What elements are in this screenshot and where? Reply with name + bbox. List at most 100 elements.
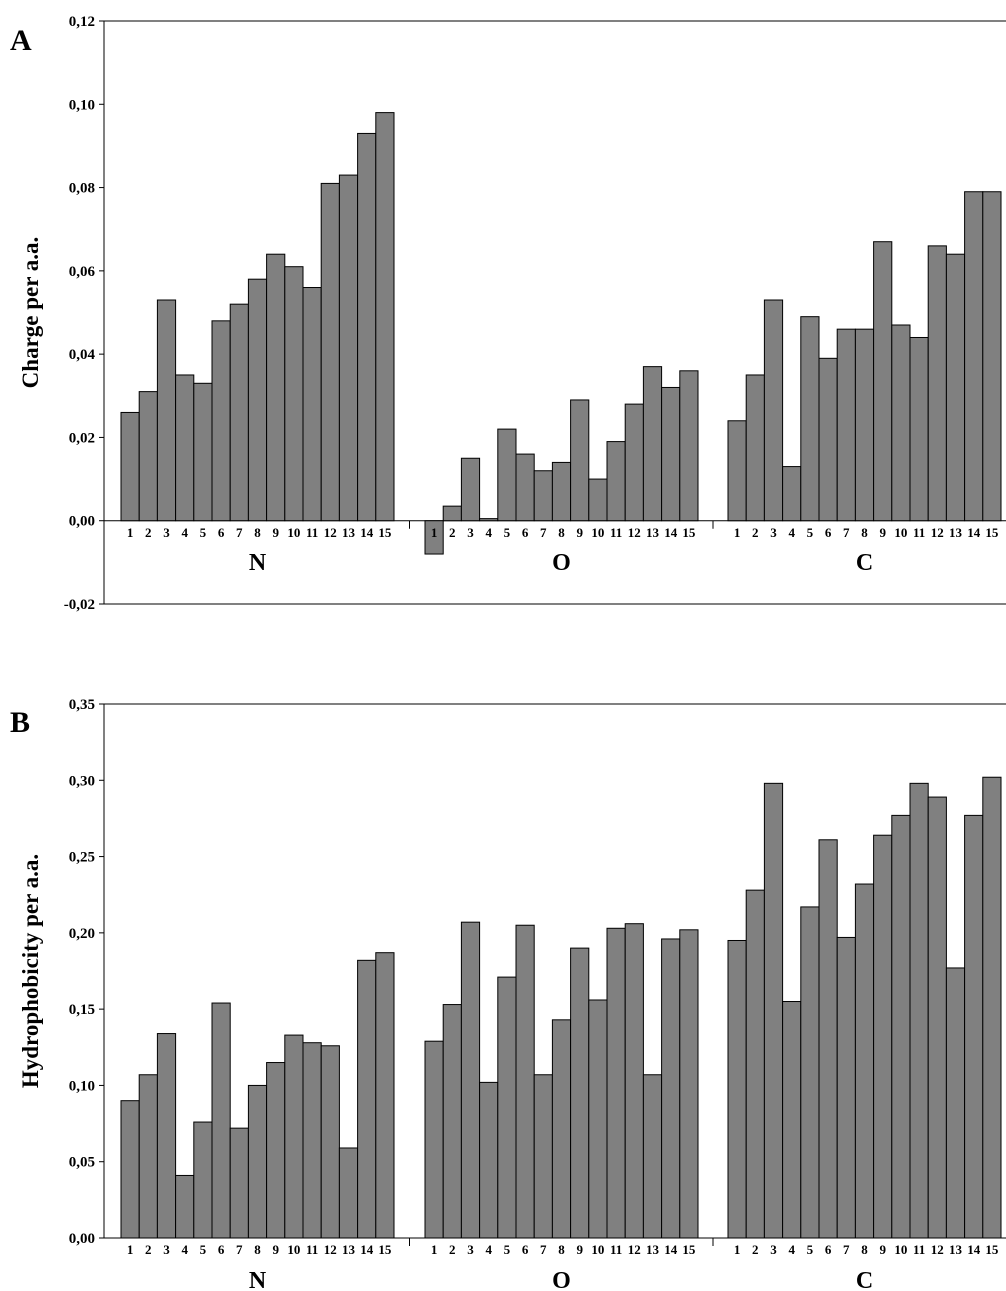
bar-O-9 [570,947,590,1239]
y-tick-label: 0,05 [69,1155,95,1171]
x-tick-label: 5 [807,525,814,540]
bar-O-13 [642,1074,663,1239]
bar-C-10 [891,814,911,1239]
x-tick-label: 14 [664,1242,678,1257]
x-tick-label: 1 [734,1242,741,1257]
x-tick-label: 15 [985,525,999,540]
x-tick-label: 10 [894,1242,907,1257]
x-tick-label: 6 [522,1242,529,1257]
bar-O-6 [515,453,535,522]
group-label-O: O [552,1268,571,1291]
bar-N-7 [229,303,249,522]
bar-N-11 [302,1042,322,1239]
bar-C-8 [854,883,875,1239]
x-tick-label: 8 [861,1242,868,1257]
y-tick-label: 0,10 [69,97,95,113]
bar-N-1 [120,411,140,522]
bar-C-9 [873,834,893,1239]
x-tick-label: 13 [646,1242,660,1257]
x-tick-label: 8 [254,525,261,540]
x-tick-label: 15 [378,525,392,540]
bar-N-3 [156,299,177,522]
bar-C-14 [964,191,984,522]
x-tick-label: 14 [967,1242,981,1257]
panel-letter: A [10,24,32,57]
bar-O-14 [661,386,681,522]
x-tick-label: 13 [342,525,356,540]
bar-N-12 [320,1045,340,1239]
x-tick-label: 12 [931,525,944,540]
panel-a-charge-chart: A Charge per a.a. -0,02 0,00 0,02 0,04 0,06 0,0… [10,14,1006,613]
bar-O-12 [624,403,644,522]
x-tick-label: 9 [576,1242,583,1257]
bar-N-7 [229,1127,249,1239]
x-tick-label: 13 [949,525,963,540]
bar-O-3 [460,921,481,1239]
x-tick-label: 1 [127,525,134,540]
x-tick-label: 4 [181,1242,188,1257]
panel-letter: B [10,706,30,739]
x-tick-label: 1 [127,1242,134,1257]
bar-N-10 [284,1034,304,1239]
bar-N-5 [193,1121,213,1239]
x-tick-label: 11 [306,525,318,540]
x-tick-label: 2 [449,525,456,540]
bar-N-14 [357,959,377,1239]
x-tick-label: 6 [825,525,832,540]
bar-C-11 [909,336,929,522]
x-tick-label: 5 [504,1242,511,1257]
bar-C-10 [891,324,911,522]
y-tick-label: 0,04 [69,347,96,363]
x-tick-label: 7 [236,525,243,540]
y-tick-label: 0,00 [69,1231,95,1247]
y-tick-label: 0,12 [69,14,95,30]
bar-O-13 [642,366,663,522]
x-tick-label: 7 [540,1242,547,1257]
x-tick-label: 15 [378,1242,392,1257]
bar-O-15 [679,929,699,1239]
x-tick-label: 1 [431,525,438,540]
bar-N-10 [284,266,304,522]
bar-C-12 [927,796,947,1239]
y-tick-label: 0,00 [69,514,95,530]
bar-N-13 [338,1147,359,1239]
y-tick-label: 0,25 [69,850,95,866]
bar-O-2 [442,1004,462,1239]
x-tick-label: 9 [879,525,886,540]
bar-C-3 [763,782,784,1239]
bar-N-5 [193,382,213,522]
bar-N-13 [338,174,359,522]
bar-N-8 [247,278,268,522]
bar-C-7 [836,328,856,522]
bar-C-15 [982,776,1002,1239]
bar-C-12 [927,245,947,522]
bar-N-6 [211,1002,231,1239]
group-label-C: C [856,1268,873,1291]
x-tick-label: 9 [272,1242,279,1257]
y-tick-label: 0,35 [69,697,95,713]
bar-C-13 [945,253,966,522]
y-tick-label: 0,20 [69,926,95,942]
x-tick-label: 2 [449,1242,456,1257]
bar-C-2 [745,889,765,1239]
x-tick-label: 3 [770,1242,777,1257]
bar-N-15 [375,952,395,1239]
bar-N-9 [266,1062,286,1239]
x-tick-label: 13 [949,1242,963,1257]
bar-C-13 [945,967,966,1239]
x-tick-label: 6 [825,1242,832,1257]
bar-C-6 [818,839,838,1239]
bar-C-3 [763,299,784,522]
x-tick-label: 12 [628,525,641,540]
bar-O-14 [661,938,681,1239]
y-tick-label: 0,06 [69,264,96,280]
x-tick-label: 9 [272,525,279,540]
bar-C-5 [800,906,820,1239]
bar-C-4 [782,1001,802,1239]
bar-N-2 [138,1074,158,1239]
y-tick-label: 0,10 [69,1078,95,1094]
x-tick-label: 9 [879,1242,886,1257]
x-tick-label: 6 [218,1242,225,1257]
x-tick-label: 2 [145,525,152,540]
